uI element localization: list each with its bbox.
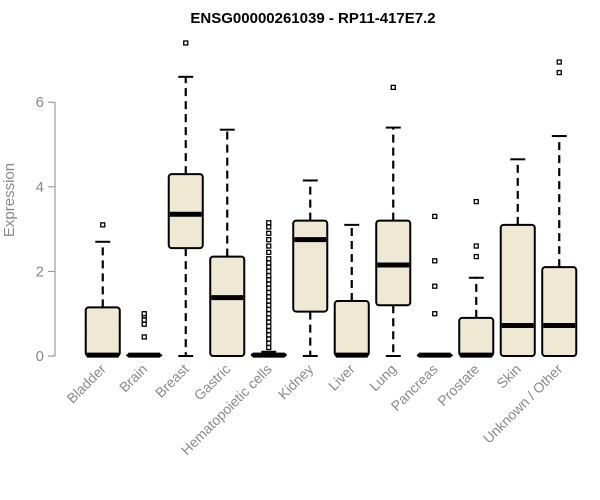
outlier-point [266,285,272,291]
x-tick-label: Skin [493,361,524,392]
outlier-point [141,321,147,327]
y-axis: 0 2 4 6 [36,94,56,365]
outlier-point [141,317,147,323]
y-tick-label: 2 [36,263,44,280]
outlier-point [556,69,562,76]
y-tick-label: 4 [36,179,44,196]
outlier-point [266,311,272,317]
outlier-point [141,311,147,317]
outlier-point [266,332,272,338]
x-tick-label: Breast [152,361,192,401]
y-tick-label: 0 [36,348,44,365]
y-axis-label: Expression [1,163,18,237]
outlier-point [266,268,272,275]
outlier-point [266,220,272,226]
outlier-point [266,306,272,313]
outlier-point [266,237,272,243]
outlier-point [266,336,272,342]
outlier-point [266,344,272,351]
box-kidney [292,179,329,357]
outlier-point [183,40,189,46]
box-bladder [84,222,121,358]
box-iqr [167,173,204,250]
x-tick-label: Unknown / Other [480,361,566,447]
outlier-point [432,258,438,264]
x-tick-label: Kidney [275,361,317,403]
chart-title: ENSG00000261039 - RP11-417E7.2 [190,10,435,27]
box-skin [499,158,536,357]
box-prostate [458,198,495,358]
outlier-point [473,243,479,249]
outlier-point [266,256,272,262]
box-iqr [209,255,246,357]
outlier-point [266,319,272,325]
outlier-point [266,277,272,283]
outlier-point [266,302,272,308]
outlier-point [473,198,479,205]
outlier-point [432,213,438,220]
outlier-point [266,340,272,346]
box-brain [126,311,163,358]
outlier-point [266,249,272,256]
outlier-point [266,281,272,287]
outlier-point [556,59,562,65]
outlier-point [266,264,272,270]
outlier-point [390,84,396,91]
box-iqr [541,266,578,358]
y-tick-label: 6 [36,94,44,111]
outlier-point [141,334,147,340]
outlier-point [266,260,272,266]
box-iqr [84,306,121,358]
box-lung [375,84,412,357]
outlier-point [266,298,272,304]
box-iqr [458,316,495,357]
outlier-point [266,315,272,321]
outlier-point [100,222,106,228]
box-liver [333,223,370,358]
box-breast [167,40,204,357]
box-iqr [333,300,370,358]
outlier-point [266,243,272,249]
outlier-point [266,327,272,334]
outlier-point [432,311,438,317]
outlier-point [266,224,272,230]
x-tick-label: Prostate [434,361,482,409]
outlier-point [432,283,438,289]
box-gastric [209,128,246,357]
outlier-point [266,230,272,236]
box-pancreas [416,213,453,358]
outlier-point [473,253,479,260]
outlier-point [266,272,272,279]
outlier-point [266,323,272,330]
boxes-group [84,40,578,358]
box-iqr [292,219,329,313]
x-tick-label: Lung [366,361,399,394]
x-tick-label: Bladder [63,361,109,407]
x-tick-label: Liver [325,361,358,394]
x-tick-label: Brain [116,361,150,395]
outlier-point [266,294,272,300]
box-iqr [499,223,536,357]
box-unknown-other [541,59,578,358]
box-hematopoietic-cells [250,220,287,358]
outlier-point [266,289,272,296]
